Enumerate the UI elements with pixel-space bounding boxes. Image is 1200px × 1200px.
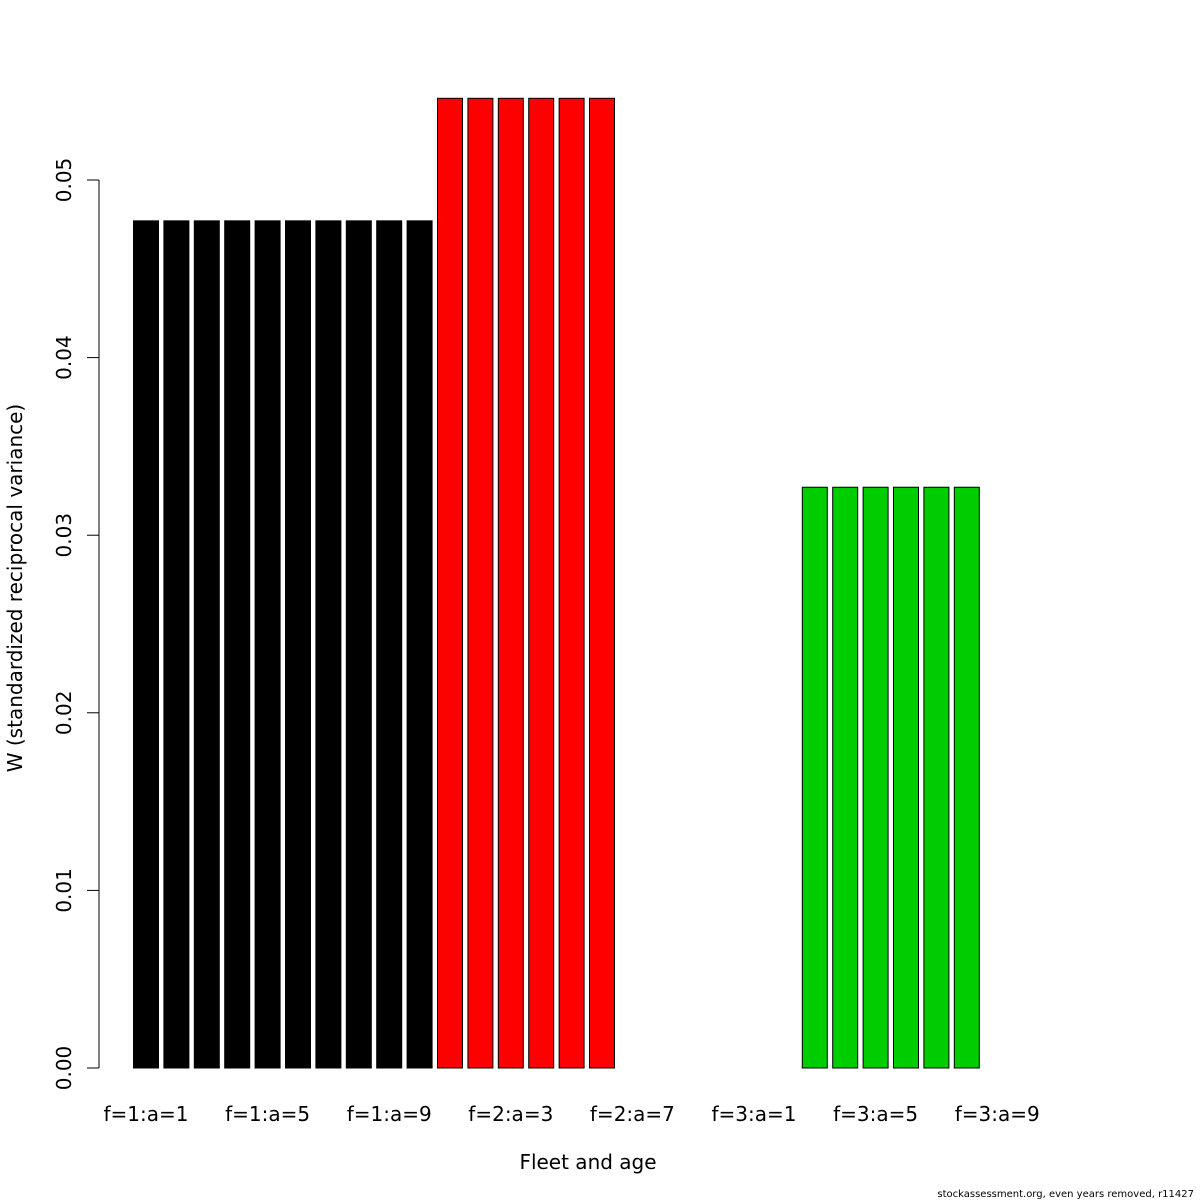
- bar-f=1:a=5: [254, 220, 281, 1069]
- y-tick-label: 0.04: [52, 335, 76, 380]
- bar-f=3:a=7: [923, 486, 950, 1069]
- x-tick-label: f=1:a=1: [104, 1102, 189, 1126]
- x-tick-label: f=3:a=1: [712, 1102, 797, 1126]
- y-tick-label: 0.02: [52, 691, 76, 736]
- y-tick-label: 0.00: [52, 1046, 76, 1091]
- bar-f=2:a=4: [528, 97, 555, 1069]
- y-tick-label: 0.01: [52, 868, 76, 913]
- bar-f=3:a=3: [801, 486, 828, 1069]
- bar-f=2:a=1: [437, 97, 463, 1069]
- bar-f=1:a=3: [193, 220, 220, 1069]
- bar-f=3:a=5: [862, 486, 889, 1069]
- x-tick-label: f=1:a=9: [347, 1102, 432, 1126]
- bar-f=1:a=4: [224, 220, 251, 1069]
- bar-f=1:a=6: [285, 220, 311, 1069]
- bar-f=2:a=6: [589, 97, 615, 1069]
- bar-f=2:a=3: [497, 97, 524, 1069]
- x-axis-title: Fleet and age: [519, 1150, 656, 1174]
- y-tick-label: 0.05: [52, 158, 76, 203]
- bar-f=2:a=5: [558, 97, 585, 1069]
- y-axis-title: W (standardized reciprocal variance): [3, 404, 27, 773]
- x-axis-tick-labels: f=1:a=1 f=1:a=5 f=1:a=9 f=2:a=3 f=2:a=7 f=3:a…: [104, 1102, 1040, 1126]
- bar-f=1:a=7: [315, 220, 342, 1069]
- bar-f=1:a=8: [345, 220, 372, 1069]
- bars-group: [133, 97, 980, 1069]
- footer-note: stockassessment.org, even years removed,…: [937, 1189, 1194, 1200]
- bar-f=3:a=6: [893, 486, 919, 1069]
- x-tick-label: f=3:a=5: [833, 1102, 918, 1126]
- x-tick-label: f=3:a=9: [955, 1102, 1040, 1126]
- bar-f=2:a=2: [467, 97, 494, 1069]
- y-tick-label: 0.03: [52, 513, 76, 558]
- y-axis: 0.00 0.01 0.02 0.03 0.04 0.05: [52, 158, 100, 1091]
- bar-f=1:a=1: [133, 220, 159, 1069]
- bar-f=1:a=10: [406, 220, 433, 1069]
- bar-f=1:a=9: [376, 220, 403, 1069]
- bar-f=3:a=8: [953, 486, 980, 1069]
- bar-f=1:a=2: [163, 220, 190, 1069]
- x-tick-label: f=1:a=5: [225, 1102, 310, 1126]
- bar-f=3:a=4: [832, 486, 859, 1069]
- x-tick-label: f=2:a=7: [590, 1102, 675, 1126]
- x-tick-label: f=2:a=3: [468, 1102, 553, 1126]
